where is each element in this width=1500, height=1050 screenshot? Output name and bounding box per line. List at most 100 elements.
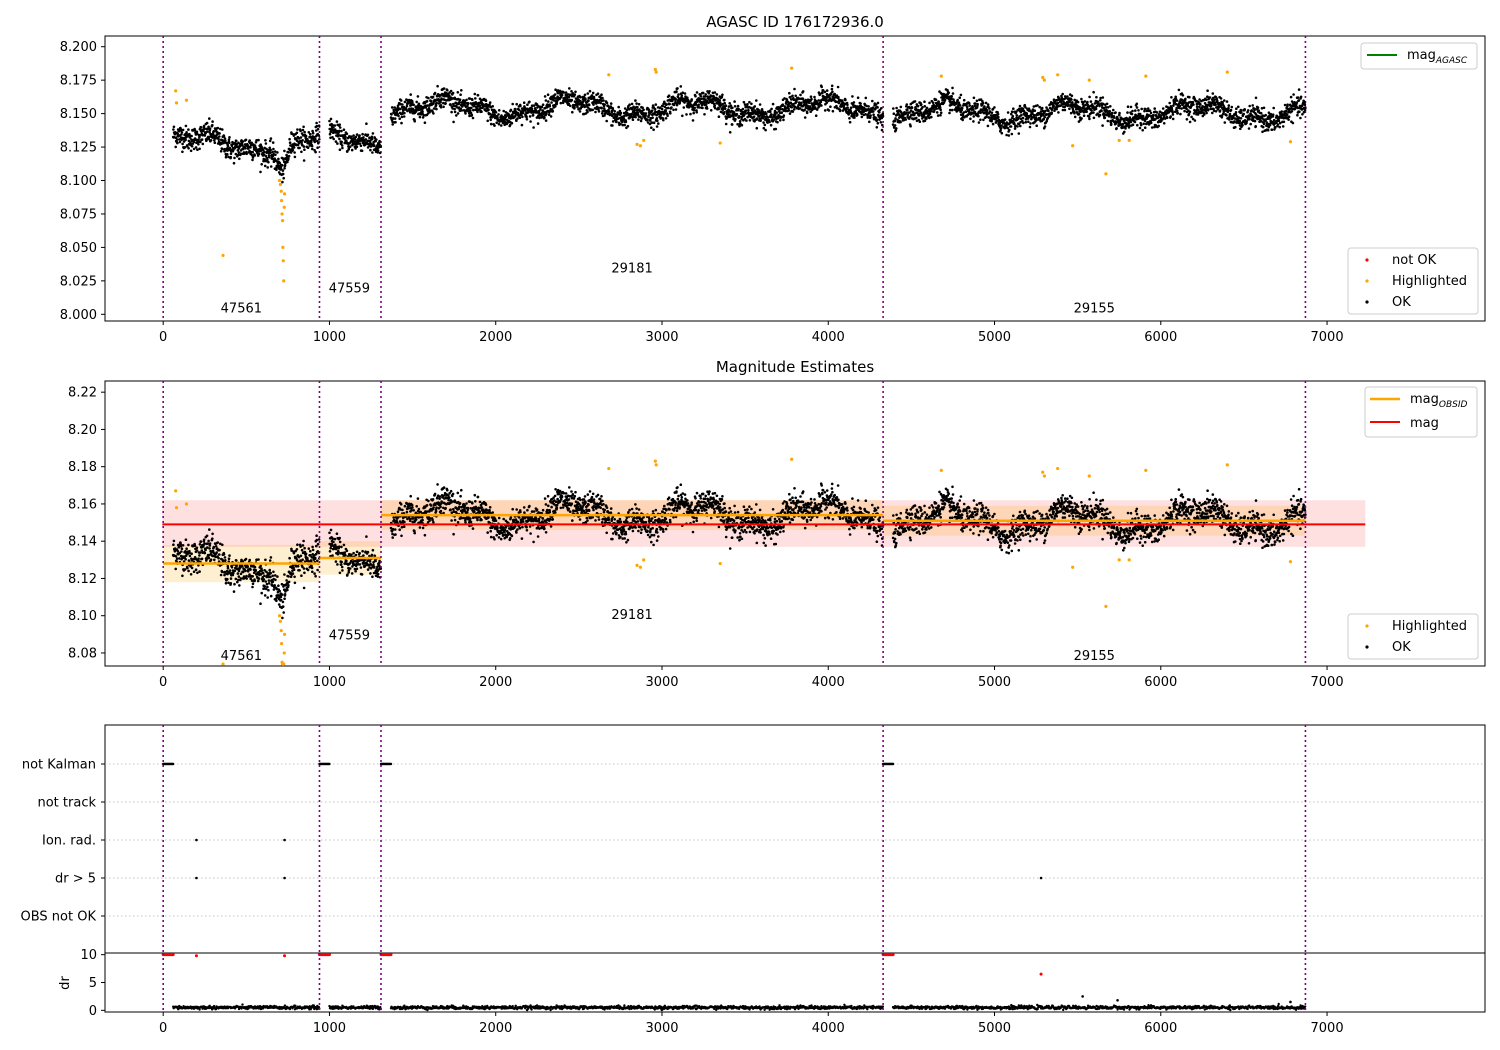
- ok-point: [1214, 103, 1217, 107]
- ok-point: [199, 540, 203, 543]
- highlighted-point: [280, 212, 284, 216]
- ok-point: [433, 91, 437, 95]
- ok-point: [1270, 128, 1274, 131]
- ok-point: [279, 595, 283, 599]
- ok-point: [269, 556, 273, 559]
- ok-point: [264, 142, 268, 145]
- ok-point: [208, 542, 212, 545]
- ok-point: [267, 156, 271, 159]
- ok-point: [176, 141, 179, 145]
- ok-point: [913, 100, 917, 103]
- ok-point: [876, 121, 880, 125]
- ok-point: [230, 566, 234, 569]
- ok-point: [515, 102, 518, 106]
- ok-point: [1011, 114, 1015, 118]
- ok-point: [224, 155, 228, 159]
- ok-point: [774, 127, 778, 131]
- ok-point: [206, 130, 209, 133]
- ok-point: [713, 106, 717, 110]
- ok-point: [950, 108, 954, 112]
- ok-point: [991, 122, 995, 126]
- ok-point: [801, 97, 805, 101]
- ok-point: [274, 153, 277, 156]
- ok-point: [518, 116, 522, 119]
- ok-point: [172, 128, 175, 131]
- ok-point: [979, 118, 982, 122]
- ok-point: [288, 137, 291, 141]
- ok-point: [880, 128, 884, 132]
- ok-point: [436, 84, 439, 88]
- ok-point: [340, 129, 343, 133]
- ok-point: [664, 117, 668, 120]
- ok-point: [229, 577, 233, 580]
- ok-point: [299, 136, 303, 139]
- ok-point: [192, 140, 196, 144]
- ok-point: [1249, 122, 1252, 126]
- ok-point: [262, 153, 266, 156]
- ok-point: [245, 574, 248, 578]
- ok-point: [1239, 108, 1243, 112]
- ok-point: [263, 150, 266, 154]
- ok-point: [211, 532, 214, 536]
- ok-point: [805, 111, 809, 115]
- ok-point: [864, 96, 868, 100]
- ok-point: [267, 582, 271, 585]
- ok-point: [254, 568, 257, 572]
- ok-point: [1080, 97, 1083, 101]
- ok-point: [1297, 99, 1301, 102]
- ok-point: [1175, 99, 1179, 102]
- ok-point: [859, 102, 862, 105]
- ok-point: [174, 567, 177, 571]
- ok-point: [528, 115, 532, 118]
- ok-point: [269, 148, 273, 152]
- magnitude-estimates-panel: Magnitude Estimates 0 1000 2000 3000 4000 500…: [68, 358, 1486, 690]
- ok-point: [403, 100, 407, 104]
- ok-point: [1188, 110, 1192, 114]
- ok-point: [672, 108, 675, 112]
- y-tick-label: 8.22: [68, 386, 97, 401]
- ok-point: [650, 109, 654, 112]
- ok-point: [300, 141, 303, 144]
- ok-point: [1302, 110, 1306, 114]
- ok-point: [189, 573, 193, 576]
- highlighted-point: [277, 178, 282, 183]
- ok-point: [487, 108, 490, 111]
- ok-point: [594, 110, 597, 114]
- ok-point: [1242, 112, 1245, 116]
- ok-point: [1033, 109, 1037, 112]
- ok-point: [211, 123, 214, 127]
- ok-point: [193, 128, 197, 132]
- ok-point: [221, 128, 224, 131]
- ok-point: [717, 115, 721, 118]
- ok-point: [265, 156, 269, 160]
- ok-point: [747, 108, 750, 112]
- ok-point: [985, 109, 989, 112]
- ok-point: [476, 93, 480, 97]
- ok-point: [1248, 104, 1251, 108]
- ok-point: [292, 134, 296, 137]
- ok-point: [972, 115, 975, 118]
- ok-point: [434, 104, 438, 107]
- ok-point: [208, 528, 211, 531]
- ok-point: [425, 99, 429, 103]
- ok-point: [358, 142, 362, 145]
- ok-point: [984, 101, 988, 105]
- highlighted-point: [221, 253, 225, 258]
- ok-point: [204, 132, 207, 135]
- ok-point: [345, 132, 349, 136]
- ok-point: [215, 133, 218, 137]
- ok-point: [793, 108, 796, 111]
- ok-point: [200, 557, 204, 561]
- ok-point: [205, 558, 208, 561]
- ok-point: [187, 569, 190, 573]
- ok-point: [728, 131, 732, 134]
- x-tick-label: 4000: [812, 330, 845, 345]
- ok-point: [1071, 101, 1074, 104]
- ok-point: [934, 98, 938, 101]
- ok-point: [764, 128, 767, 132]
- ok-point: [1080, 117, 1083, 120]
- ok-point: [788, 91, 791, 95]
- ok-point: [469, 109, 472, 112]
- ok-point: [273, 150, 277, 153]
- ok-point: [514, 107, 517, 111]
